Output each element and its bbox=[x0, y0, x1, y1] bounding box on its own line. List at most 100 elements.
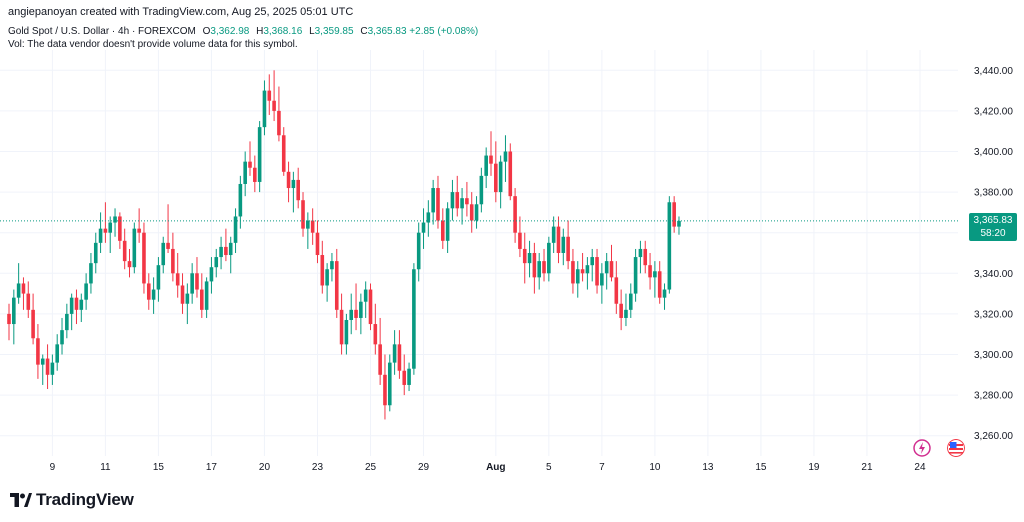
candle bbox=[31, 293, 35, 345]
chart-header: angiepanoyan created with TradingView.co… bbox=[0, 0, 1024, 50]
candle-body bbox=[460, 198, 464, 209]
x-tick-label: 19 bbox=[808, 462, 820, 473]
candle-body bbox=[441, 220, 445, 241]
candle bbox=[142, 222, 146, 294]
y-axis: 3,260.00 3,280.00 3,300.00 3,320.00 3,340.00… bbox=[974, 66, 1013, 442]
y-tick-label: 3,400.00 bbox=[974, 147, 1013, 158]
candle bbox=[84, 273, 88, 310]
candle bbox=[566, 220, 570, 270]
candle-body bbox=[494, 163, 498, 193]
candle-body bbox=[431, 188, 435, 213]
candle-body bbox=[98, 228, 103, 243]
candle bbox=[378, 317, 382, 385]
candle bbox=[224, 228, 228, 262]
candle-body bbox=[243, 161, 247, 184]
candle bbox=[450, 179, 455, 221]
candle bbox=[93, 232, 98, 274]
candle bbox=[412, 263, 416, 375]
tradingview-logo[interactable]: TradingView bbox=[10, 489, 134, 511]
y-tick-label: 3,440.00 bbox=[974, 66, 1013, 77]
candle-body bbox=[281, 135, 286, 172]
candle bbox=[595, 248, 599, 294]
candle-body bbox=[50, 362, 55, 375]
candle-body bbox=[60, 330, 64, 345]
candle-body bbox=[69, 297, 74, 314]
candle-body bbox=[561, 236, 566, 253]
candle-body bbox=[469, 204, 474, 221]
candle bbox=[474, 196, 479, 229]
y-tick-label: 3,260.00 bbox=[974, 431, 1013, 442]
candle bbox=[228, 236, 233, 274]
y-tick-label: 3,340.00 bbox=[974, 269, 1013, 280]
candle bbox=[469, 192, 474, 233]
x-tick-label: Aug bbox=[486, 462, 505, 473]
candle bbox=[151, 277, 156, 314]
candle-body bbox=[445, 208, 450, 241]
candle bbox=[667, 196, 672, 294]
candle-body bbox=[407, 368, 411, 385]
candle-body bbox=[40, 358, 45, 365]
us-flag-icon[interactable] bbox=[947, 439, 965, 457]
x-tick-label: 20 bbox=[259, 462, 271, 473]
candle bbox=[195, 257, 199, 298]
candle-body bbox=[257, 127, 262, 182]
candle-body bbox=[354, 309, 358, 318]
candle bbox=[387, 354, 392, 412]
candle-body bbox=[137, 228, 141, 233]
candle-body bbox=[556, 226, 561, 253]
candle bbox=[219, 236, 223, 270]
candle bbox=[662, 283, 667, 310]
candle-body bbox=[180, 285, 185, 304]
candle-body bbox=[108, 222, 113, 233]
candle-body bbox=[604, 261, 609, 274]
candle-body bbox=[156, 265, 161, 290]
candle-body bbox=[16, 283, 21, 298]
candle-body bbox=[161, 242, 166, 266]
candle bbox=[561, 228, 566, 266]
candle-body bbox=[402, 370, 407, 385]
candle bbox=[16, 263, 21, 304]
candle-body bbox=[542, 261, 546, 274]
candle bbox=[257, 121, 262, 193]
x-tick-label: 21 bbox=[861, 462, 873, 473]
candle-body bbox=[195, 273, 199, 290]
candle-body bbox=[397, 344, 402, 371]
candle bbox=[118, 212, 122, 249]
candle-body bbox=[643, 248, 648, 266]
candle bbox=[407, 362, 411, 392]
candle-body bbox=[537, 261, 541, 278]
candle bbox=[628, 283, 633, 318]
candle bbox=[359, 293, 363, 335]
y-tick-label: 3,300.00 bbox=[974, 350, 1013, 361]
candle-body bbox=[171, 248, 175, 274]
candle bbox=[171, 232, 175, 282]
candle-body bbox=[503, 151, 508, 162]
candle bbox=[267, 74, 272, 115]
candle bbox=[127, 248, 132, 278]
candle-body bbox=[339, 309, 344, 345]
candle bbox=[518, 216, 522, 258]
candle bbox=[445, 202, 450, 253]
candle bbox=[98, 212, 103, 253]
trading-signal-icon[interactable] bbox=[913, 439, 931, 457]
candle-body bbox=[45, 358, 50, 375]
x-tick-label: 5 bbox=[546, 462, 552, 473]
candle bbox=[301, 192, 305, 237]
candle-body bbox=[677, 220, 681, 227]
candle bbox=[643, 240, 648, 274]
candle bbox=[431, 179, 435, 225]
candle-body bbox=[648, 265, 652, 278]
candle bbox=[156, 257, 161, 302]
x-tick-label: 11 bbox=[100, 462, 111, 473]
candle-body bbox=[479, 175, 484, 205]
candle bbox=[330, 253, 334, 282]
candle-body bbox=[363, 289, 368, 302]
credit-text: angiepanoyan created with TradingView.co… bbox=[8, 6, 354, 18]
candle bbox=[373, 303, 378, 355]
symbol-name[interactable]: Gold Spot / U.S. Dollar · 4h · FOREXCOM bbox=[8, 26, 196, 37]
candle-body bbox=[185, 293, 190, 304]
candle bbox=[69, 293, 74, 331]
candle-body bbox=[103, 228, 108, 233]
candle-body bbox=[416, 232, 421, 270]
